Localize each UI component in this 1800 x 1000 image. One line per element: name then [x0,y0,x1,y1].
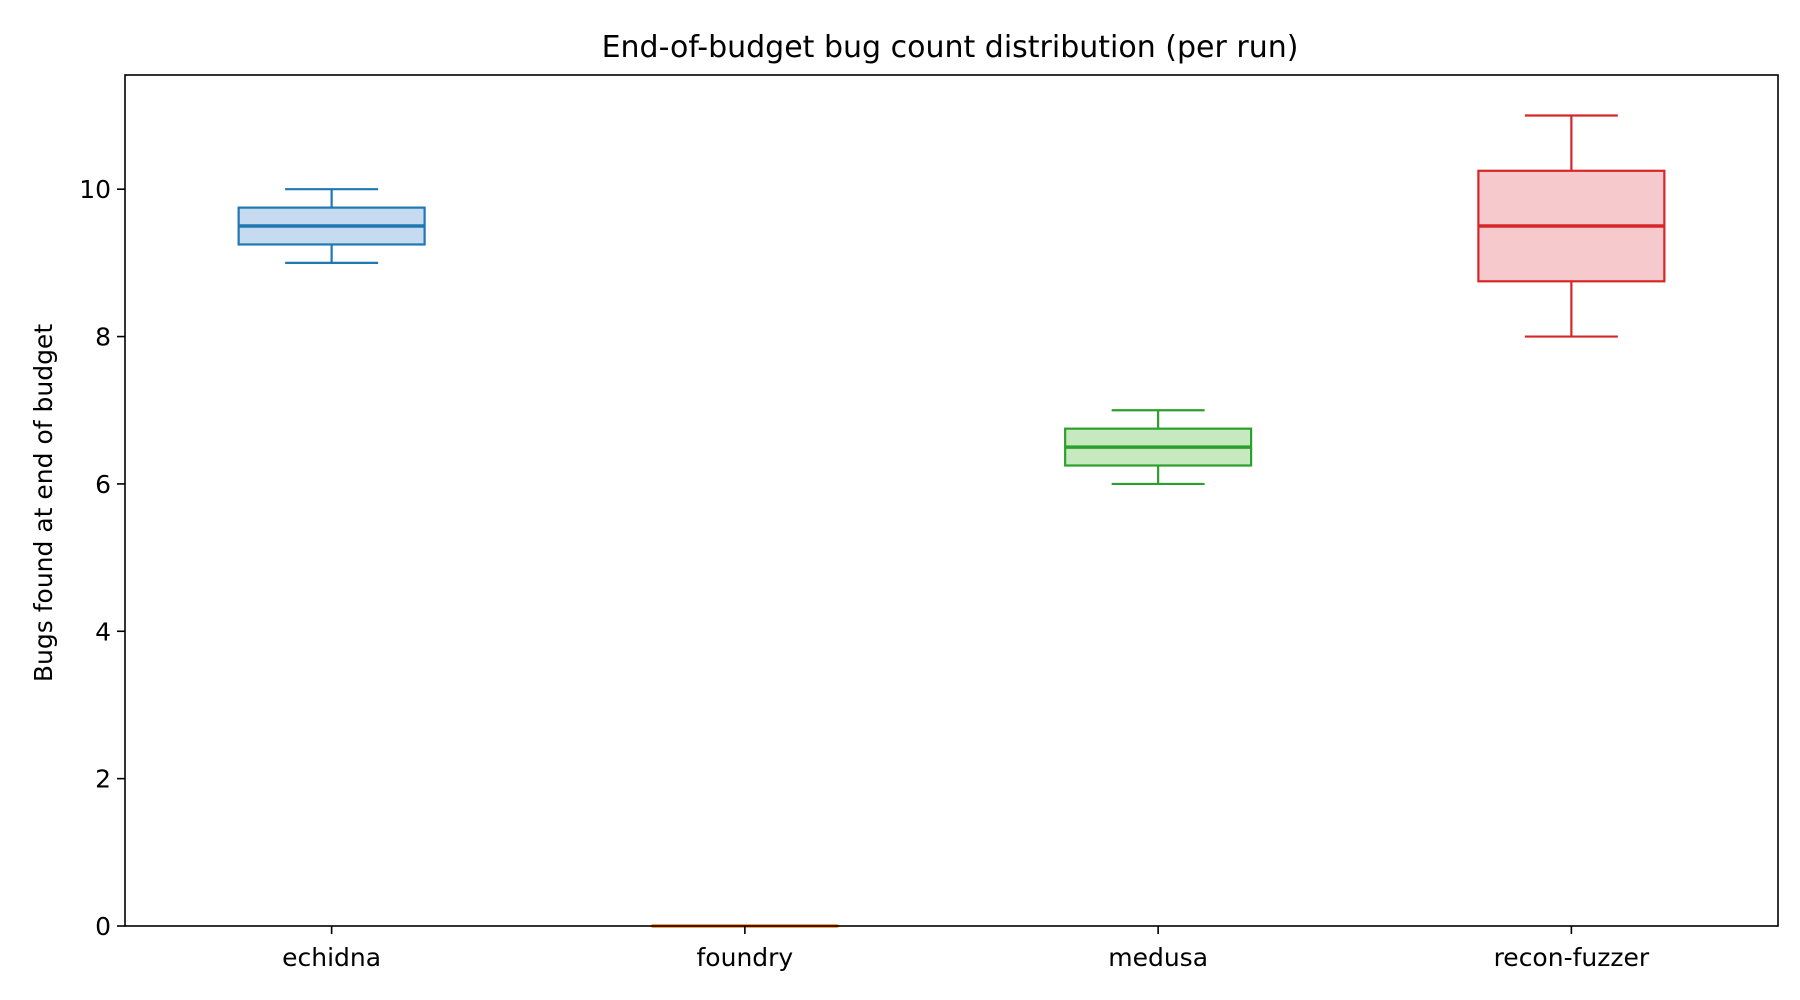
x-tick-label-echidna: echidna [282,943,381,972]
y-tick-label-10: 10 [79,175,111,204]
plot-frame [124,74,1779,927]
box-group-medusa [1064,409,1253,486]
y-tick-label-8: 8 [95,323,111,352]
axes-layer: 0 2 4 6 8 10 echidna foundry medusa recon-fuzzer [79,74,1779,972]
x-tick-label-recon-fuzzer: recon-fuzzer [1494,943,1650,972]
y-tick-label-0: 0 [95,912,111,941]
box-group-recon-fuzzer [1477,114,1666,338]
x-tick-label-medusa: medusa [1108,943,1208,972]
x-tick-label-foundry: foundry [697,943,794,972]
y-tick-label-6: 6 [95,470,111,499]
chart-title: End-of-budget bug count distribution (pe… [602,30,1299,65]
y-tick-label-2: 2 [95,765,111,794]
box-group-echidna [237,188,426,264]
y-axis-label: Bugs found at end of budget [29,324,58,682]
y-tick-label-4: 4 [95,617,111,646]
